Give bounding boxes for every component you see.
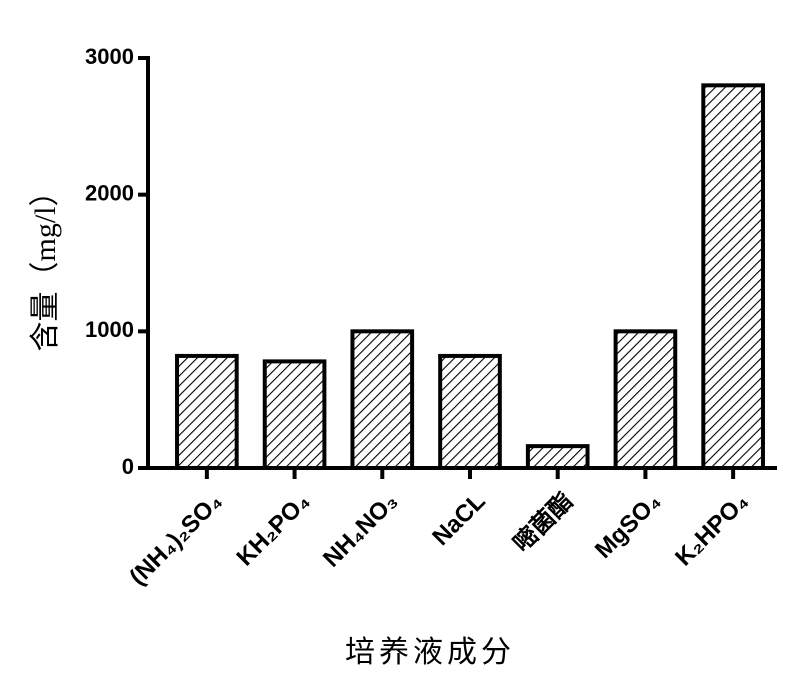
y-tick-label: 1000: [85, 317, 134, 342]
y-tick-label: 3000: [85, 44, 134, 69]
bar: [701, 83, 765, 470]
bar: [525, 444, 590, 470]
bar: [175, 353, 239, 470]
x-tick-label: MgSO₄: [590, 488, 666, 564]
y-tick-label: 2000: [85, 180, 134, 205]
bar: [438, 353, 502, 470]
x-tick-label: NH₄NO₃: [318, 488, 403, 573]
x-tick-label: NaCL: [427, 488, 490, 551]
bar: [262, 359, 327, 470]
bar: [613, 329, 678, 471]
x-tick-label: (NH₄)₂SO₄: [124, 488, 227, 591]
x-tick-label: K₂HPO₄: [670, 488, 754, 572]
x-tick-label: 嘧菌酯: [508, 487, 579, 558]
x-axis-title: 培养液成分: [345, 636, 515, 669]
y-tick-label: 0: [122, 454, 134, 479]
y-axis-title: 含量（mg/l）: [29, 176, 62, 351]
bar: [350, 329, 415, 471]
x-tick-label: KH₂PO₄: [232, 488, 316, 572]
